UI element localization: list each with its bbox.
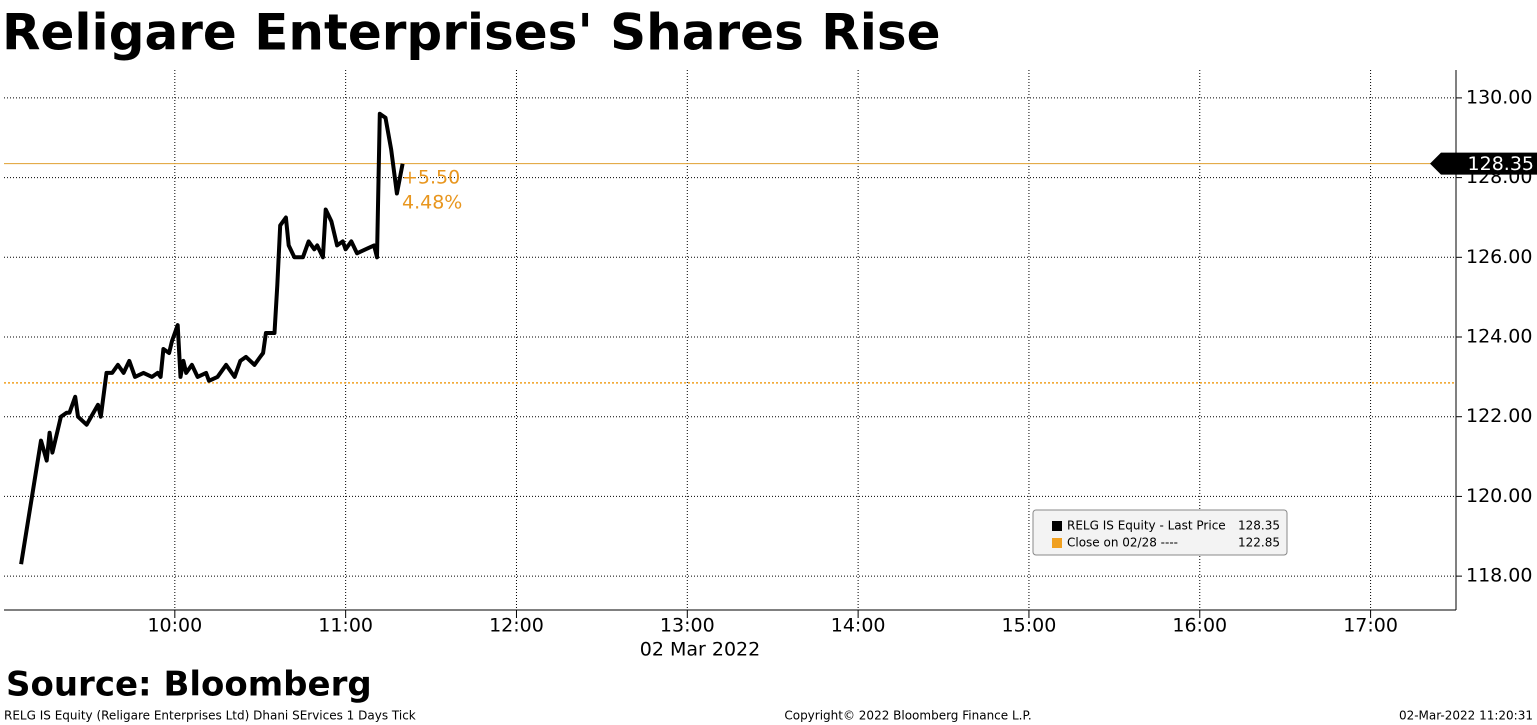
x-tick-label: 17:00	[1343, 615, 1398, 637]
footer-left: RELG IS Equity (Religare Enterprises Ltd…	[4, 709, 416, 723]
x-axis-label: 02 Mar 2022	[640, 639, 760, 661]
chart-title: Religare Enterprises' Shares Rise	[2, 4, 941, 62]
legend-square	[1052, 521, 1062, 531]
y-tick-label: 130.00	[1466, 86, 1532, 108]
footer-right: 02-Mar-2022 11:20:31	[1399, 709, 1533, 723]
legend-label: Close on 02/28 ----	[1067, 536, 1178, 550]
y-tick-label: 122.00	[1466, 405, 1532, 427]
x-tick-label: 16:00	[1172, 615, 1227, 637]
change-annotation: +5.50	[402, 167, 460, 189]
y-tick-label: 124.00	[1466, 326, 1532, 348]
legend-label: RELG IS Equity - Last Price	[1067, 519, 1226, 533]
x-tick-label: 10:00	[147, 615, 202, 637]
change-pct-annotation: 4.48%	[402, 192, 462, 214]
last-price-tag	[1430, 152, 1537, 175]
last-price-tag-label: 128.35	[1468, 153, 1534, 175]
x-tick-label: 13:00	[660, 615, 715, 637]
price-line	[19, 111, 405, 565]
footer-center: Copyright© 2022 Bloomberg Finance L.P.	[784, 709, 1031, 723]
source: Source: Bloomberg	[6, 665, 372, 705]
x-tick-label: 15:00	[1002, 615, 1057, 637]
x-tick-label: 11:00	[318, 615, 373, 637]
y-tick-label: 118.00	[1466, 565, 1532, 587]
x-tick-label: 12:00	[489, 615, 544, 637]
legend-value: 128.35	[1238, 519, 1280, 533]
legend-value: 122.85	[1238, 536, 1280, 550]
legend-square	[1052, 538, 1062, 548]
legend-box	[1032, 509, 1288, 556]
y-tick-label: 120.00	[1466, 485, 1532, 507]
y-tick-label: 126.00	[1466, 246, 1532, 268]
x-tick-label: 14:00	[831, 615, 886, 637]
